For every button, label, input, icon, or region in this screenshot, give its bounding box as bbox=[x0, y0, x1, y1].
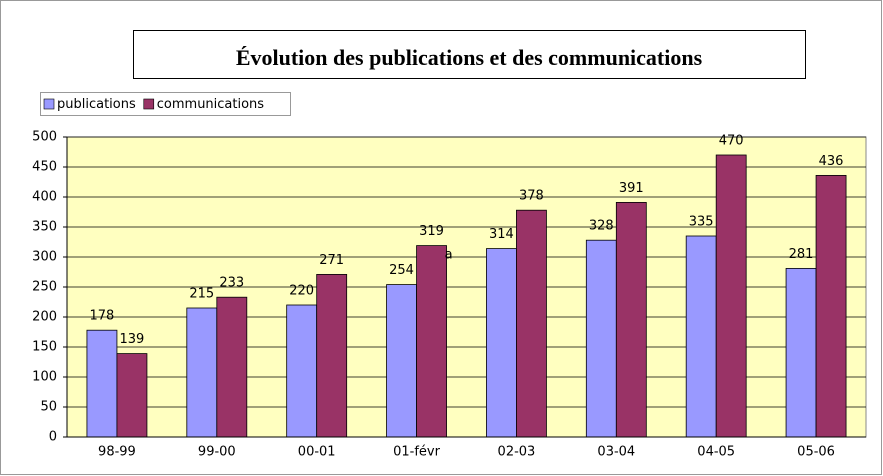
bar bbox=[186, 307, 218, 438]
value-label: 281 bbox=[789, 247, 814, 262]
bar bbox=[486, 248, 517, 438]
x-tick-label: 05-06 bbox=[797, 445, 835, 460]
y-tick-label: 250 bbox=[32, 280, 57, 295]
title-box bbox=[133, 30, 806, 79]
legend-label: communications bbox=[157, 97, 265, 112]
x-tick-label: 02-03 bbox=[498, 445, 536, 460]
y-tick-label: 100 bbox=[32, 370, 57, 385]
legend-swatch bbox=[43, 98, 55, 110]
value-label: 233 bbox=[219, 276, 244, 291]
y-tick-label: 150 bbox=[32, 340, 57, 355]
chart-title: Évolution des publications et des commun… bbox=[236, 45, 703, 70]
value-label: 215 bbox=[189, 287, 214, 302]
x-tick-label: 04-05 bbox=[697, 445, 735, 460]
bar bbox=[416, 245, 447, 438]
value-label: 319 bbox=[419, 224, 444, 239]
bar bbox=[715, 154, 747, 438]
y-tick-label: 200 bbox=[32, 310, 57, 325]
value-label: 254 bbox=[389, 263, 414, 278]
bar bbox=[685, 235, 717, 438]
x-tick-label: 99-00 bbox=[198, 445, 236, 460]
y-tick-label: 400 bbox=[32, 190, 57, 205]
bar bbox=[386, 284, 417, 438]
annotation: a bbox=[445, 248, 453, 263]
value-label: 178 bbox=[90, 309, 115, 324]
x-tick-label: 01-févr bbox=[393, 445, 441, 460]
value-label: 378 bbox=[519, 189, 544, 204]
bar bbox=[815, 174, 847, 438]
value-label: 271 bbox=[319, 253, 344, 268]
value-label: 328 bbox=[589, 219, 614, 234]
y-tick-label: 0 bbox=[49, 430, 57, 445]
y-tick-label: 450 bbox=[32, 160, 57, 175]
value-label: 436 bbox=[819, 154, 844, 169]
x-tick-label: 98-99 bbox=[98, 445, 136, 460]
value-label: 220 bbox=[289, 284, 314, 299]
bar bbox=[116, 353, 148, 438]
x-tick-label: 03-04 bbox=[597, 445, 635, 460]
bar bbox=[86, 329, 118, 438]
bar bbox=[216, 296, 248, 438]
bar bbox=[316, 273, 348, 438]
y-tick-label: 350 bbox=[32, 220, 57, 235]
value-label: 335 bbox=[689, 215, 714, 230]
value-label: 139 bbox=[120, 332, 145, 347]
y-tick-label: 300 bbox=[32, 250, 57, 265]
value-label: 391 bbox=[619, 181, 644, 196]
legend-box bbox=[40, 92, 291, 116]
x-tick-label: 00-01 bbox=[298, 445, 336, 460]
value-label: 314 bbox=[489, 227, 514, 242]
bar bbox=[585, 239, 617, 438]
legend-label: publications bbox=[57, 97, 136, 112]
legend-swatch bbox=[143, 98, 155, 110]
bar bbox=[615, 201, 647, 438]
bar bbox=[516, 209, 547, 438]
y-tick-label: 500 bbox=[32, 130, 57, 145]
bar bbox=[785, 267, 817, 438]
bar bbox=[286, 304, 318, 438]
value-label: 470 bbox=[719, 134, 744, 149]
y-tick-label: 50 bbox=[40, 400, 57, 415]
